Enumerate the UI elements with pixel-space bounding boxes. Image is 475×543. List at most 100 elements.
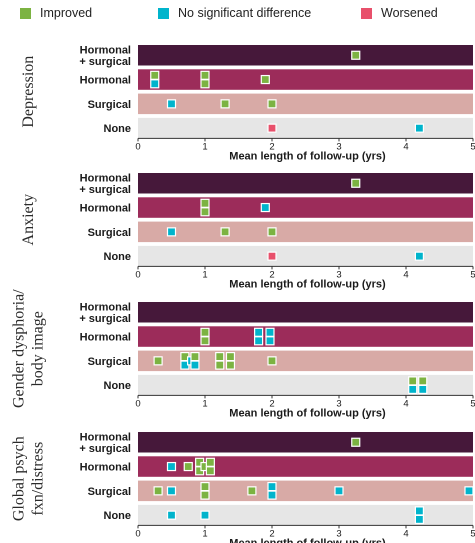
point-nsd (166, 99, 177, 109)
row-label: None (104, 251, 132, 263)
x-axis-title: Mean length of follow-up (yrs) (229, 407, 386, 419)
panel-title: Depression (20, 56, 37, 128)
x-tick-label: 2 (269, 141, 274, 152)
point-nsd (265, 336, 275, 346)
point-improved (200, 79, 210, 89)
row-label: Hormonal + surgical (79, 302, 131, 326)
point-improved (200, 207, 210, 217)
legend-swatch-nsd (158, 7, 169, 19)
x-tick-label: 5 (470, 269, 475, 280)
row-label: Hormonal + surgical (79, 173, 131, 197)
row-label: Hormonal + surgical (79, 45, 131, 69)
x-tick-label: 3 (336, 269, 341, 280)
point-nsd (414, 123, 424, 133)
x-tick-label: 0 (135, 398, 140, 409)
legend: Improved No significant difference Worse… (0, 6, 475, 26)
legend-swatch-improved (20, 7, 31, 19)
point-improved (200, 198, 210, 208)
point-worsened (267, 123, 277, 133)
x-tick-label: 4 (403, 141, 408, 152)
point-improved (267, 99, 277, 109)
point-improved (351, 50, 361, 60)
row-band-hormonal_surgical (138, 45, 473, 66)
point-improved (205, 457, 215, 467)
row-label: Surgical (88, 227, 131, 239)
legend-label-improved: Improved (40, 6, 93, 20)
point-worsened (267, 251, 277, 261)
legend-item-nsd: No significant difference (158, 6, 311, 20)
point-improved (215, 352, 225, 362)
legend-item-worsened: Worsened (361, 6, 438, 20)
point-nsd (267, 482, 277, 492)
point-improved (351, 178, 361, 188)
row-label: None (104, 123, 132, 135)
x-tick-label: 0 (135, 141, 140, 152)
row-band-none (138, 245, 473, 267)
row-label: Hormonal + surgical (79, 432, 131, 456)
x-tick-label: 4 (403, 269, 408, 280)
point-nsd (166, 510, 177, 520)
row-band-none (138, 504, 473, 526)
row-label: Hormonal (80, 203, 131, 215)
x-tick-label: 2 (269, 528, 274, 539)
x-tick-label: 3 (336, 398, 341, 409)
point-improved (225, 352, 236, 362)
point-improved (153, 356, 163, 366)
x-tick-label: 5 (470, 141, 475, 152)
point-improved (190, 352, 200, 362)
legend-label-worsened: Worsened (381, 6, 438, 20)
point-improved (267, 227, 277, 237)
point-improved (183, 461, 193, 472)
row-label: None (104, 380, 132, 392)
row-band-hormonal (138, 326, 473, 347)
row-label: Hormonal (80, 75, 131, 87)
point-improved (200, 336, 210, 346)
point-improved (267, 356, 277, 366)
panel-title: Gender dysphoria/body image (11, 289, 47, 408)
point-improved (418, 376, 428, 386)
point-improved (150, 70, 160, 80)
point-nsd (418, 384, 428, 394)
x-tick-label: 3 (336, 528, 341, 539)
row-band-surgical (138, 480, 473, 502)
point-nsd (254, 327, 264, 337)
row-band-none (138, 374, 473, 396)
point-nsd (166, 486, 177, 496)
legend-label-nsd: No significant difference (178, 6, 312, 20)
point-nsd (414, 251, 424, 261)
point-improved (153, 486, 163, 496)
point-nsd (260, 202, 270, 213)
x-tick-label: 2 (269, 269, 274, 280)
point-nsd (464, 486, 474, 496)
x-tick-label: 4 (403, 528, 408, 539)
point-improved (408, 376, 418, 386)
panel-title: Anxiety (20, 194, 37, 246)
point-improved (225, 360, 236, 370)
point-improved (247, 486, 257, 496)
x-tick-label: 1 (202, 528, 207, 539)
point-improved (260, 74, 270, 85)
point-nsd (414, 506, 424, 516)
x-tick-label: 0 (135, 528, 140, 539)
row-label: Hormonal (80, 462, 131, 474)
legend-swatch-worsened (361, 7, 372, 19)
point-improved (351, 437, 361, 447)
row-band-surgical (138, 93, 473, 115)
point-improved (220, 227, 230, 237)
row-label: Surgical (88, 356, 131, 368)
x-axis-title: Mean length of follow-up (yrs) (229, 537, 386, 543)
point-nsd (166, 461, 177, 472)
row-band-hormonal (138, 197, 473, 218)
row-band-none (138, 117, 473, 139)
row-band-hormonal_surgical (138, 432, 473, 453)
row-band-hormonal_surgical (138, 302, 473, 323)
row-label: None (104, 510, 132, 522)
x-tick-label: 5 (470, 398, 475, 409)
point-nsd (408, 384, 418, 394)
row-label: Hormonal (80, 332, 131, 344)
x-axis-title: Mean length of follow-up (yrs) (229, 278, 386, 290)
row-label: Surgical (88, 99, 131, 111)
